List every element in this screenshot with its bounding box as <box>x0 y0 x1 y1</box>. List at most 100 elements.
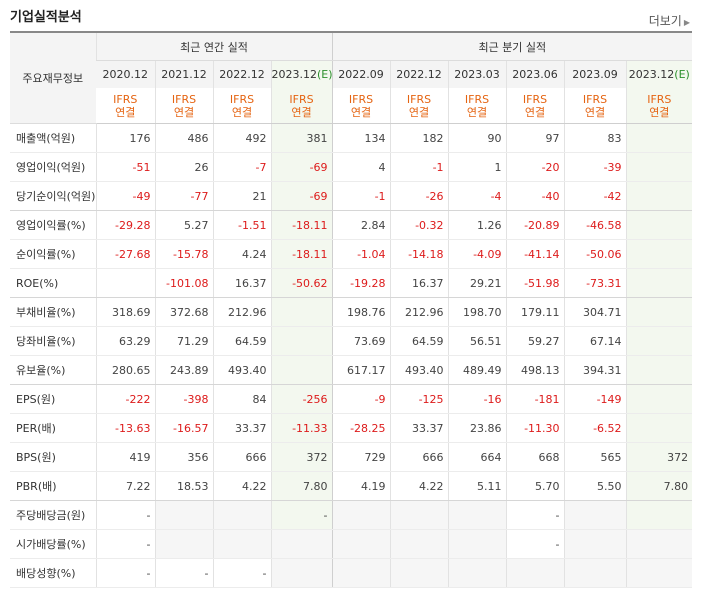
row-label: 영업이익(억원) <box>10 152 96 182</box>
table-cell: -69 <box>270 152 333 182</box>
table-cell: -6.52 <box>563 413 627 443</box>
table-cell: 64.59 <box>389 326 449 356</box>
table-cell: 63.29 <box>95 326 155 356</box>
table-cell: 372.68 <box>154 297 213 327</box>
period-label: 2022.12 <box>396 68 442 81</box>
table-row: 영업이익률(%) -29.28 5.27 -1.51 -18.11 2.84 -0.32 1.… <box>10 210 693 240</box>
table-row: PER(배) -13.63 -16.57 33.37 -11.33 -28.25 33.37… <box>10 413 693 443</box>
row-label: BPS(원) <box>10 442 96 472</box>
table-cell: -20.89 <box>505 210 565 240</box>
table-cell: -69 <box>270 181 333 211</box>
ifrs-basis: IFRS 연결 <box>563 88 627 124</box>
consolidated-label: 연결 <box>649 105 670 119</box>
table-cell <box>625 152 693 182</box>
table-cell: -101.08 <box>154 268 213 298</box>
table-row: 시가배당률(%) - - <box>10 529 693 559</box>
ifrs-label: IFRS <box>113 92 138 106</box>
table-cell: 16.37 <box>212 268 271 298</box>
table-cell <box>625 297 693 327</box>
table-row: 매출액(억원) 176 486 492 381 134 182 90 97 83 <box>10 123 693 153</box>
table-cell: -20 <box>505 152 565 182</box>
table-cell <box>563 529 627 559</box>
table-cell: 729 <box>331 442 391 472</box>
table-cell: 492 <box>212 123 271 153</box>
table-cell: -77 <box>154 181 213 211</box>
table-cell: -18.11 <box>270 210 333 240</box>
table-cell: 7.22 <box>95 471 155 501</box>
table-cell: -1 <box>389 152 449 182</box>
table-cell: 668 <box>505 442 565 472</box>
row-label: 부채비율(%) <box>10 297 96 327</box>
table-cell: -256 <box>270 384 333 414</box>
consolidated-label: 연결 <box>231 105 253 119</box>
consolidated-label: 연결 <box>524 105 546 119</box>
quarter-group-header: 최근 분기 실적 <box>331 32 693 61</box>
table-cell <box>389 529 449 559</box>
table-cell: 498.13 <box>505 355 565 385</box>
table-cell <box>270 558 333 588</box>
table-cell: 29.21 <box>447 268 507 298</box>
table-cell: 182 <box>389 123 449 153</box>
table-cell: 5.27 <box>154 210 213 240</box>
period-header: 2023.03 <box>447 60 507 88</box>
financial-summary-table: 주요재무정보 최근 연간 실적 최근 분기 실적 2020.12 2021.12 2… <box>10 31 693 588</box>
row-label: 순이익률(%) <box>10 239 96 269</box>
row-label: 유보율(%) <box>10 355 96 385</box>
table-cell: 318.69 <box>95 297 155 327</box>
ifrs-basis: IFRS 연결 <box>212 88 271 124</box>
table-cell <box>331 529 391 559</box>
table-cell: -73.31 <box>563 268 627 298</box>
table-row: 주당배당금(원) - - - <box>10 500 693 530</box>
table-cell: -149 <box>563 384 627 414</box>
table-cell: 381 <box>270 123 333 153</box>
ifrs-basis: IFRS 연결 <box>389 88 449 124</box>
ifrs-label: IFRS <box>406 92 432 106</box>
ifrs-label: IFRS <box>522 92 548 106</box>
table-cell: 565 <box>563 442 627 472</box>
table-cell <box>625 181 693 211</box>
more-link[interactable]: 더보기 ▶ <box>649 12 690 29</box>
table-cell: 304.71 <box>563 297 627 327</box>
table-cell <box>625 413 693 443</box>
more-link-label: 더보기 <box>648 14 682 28</box>
table-cell: - <box>154 558 213 588</box>
ifrs-label: IFRS <box>171 92 197 106</box>
table-row: ROE(%) -101.08 16.37 -50.62 -19.28 16.37 29.21… <box>10 268 693 298</box>
table-cell <box>270 297 333 327</box>
row-label: 시가배당률(%) <box>10 529 96 559</box>
table-cell: -50.62 <box>270 268 333 298</box>
table-cell: -28.25 <box>331 413 391 443</box>
table-cell: - <box>95 500 155 530</box>
consolidated-label: 연결 <box>350 105 372 119</box>
period-label: 2021.12 <box>161 68 207 81</box>
table-row: BPS(원) 419 356 666 372 729 666 664 668 565 372 <box>10 442 693 472</box>
table-cell <box>331 558 391 588</box>
table-cell: 419 <box>95 442 155 472</box>
table-cell: 5.11 <box>447 471 507 501</box>
table-cell <box>625 558 693 588</box>
table-cell: -1.51 <box>212 210 271 240</box>
ifrs-basis: IFRS 연결 <box>96 88 155 124</box>
table-cell: 372 <box>625 442 693 472</box>
table-cell: -16.57 <box>154 413 213 443</box>
table-cell: 64.59 <box>212 326 271 356</box>
period-label: 2023.06 <box>512 68 558 81</box>
ifrs-basis: IFRS 연결 <box>270 88 333 124</box>
table-cell: 198.76 <box>331 297 391 327</box>
table-cell: 134 <box>331 123 391 153</box>
table-row: 유보율(%) 280.65 243.89 493.40 617.17 493.40 489.… <box>10 355 693 385</box>
table-cell: 84 <box>212 384 271 414</box>
table-cell: -26 <box>389 181 449 211</box>
table-row: 부채비율(%) 318.69 372.68 212.96 198.76 212.96 198… <box>10 297 693 327</box>
consolidated-label: 연결 <box>466 105 488 119</box>
table-cell: -49 <box>95 181 155 211</box>
table-row: 배당성향(%) - - - <box>10 558 693 588</box>
table-cell: - <box>270 500 333 530</box>
consolidated-label: 연결 <box>584 105 606 119</box>
table-cell: 212.96 <box>212 297 271 327</box>
table-cell <box>563 500 627 530</box>
table-cell: -27.68 <box>95 239 155 269</box>
ifrs-label: IFRS <box>464 92 490 106</box>
table-cell: 198.70 <box>447 297 507 327</box>
table-cell: -18.11 <box>270 239 333 269</box>
